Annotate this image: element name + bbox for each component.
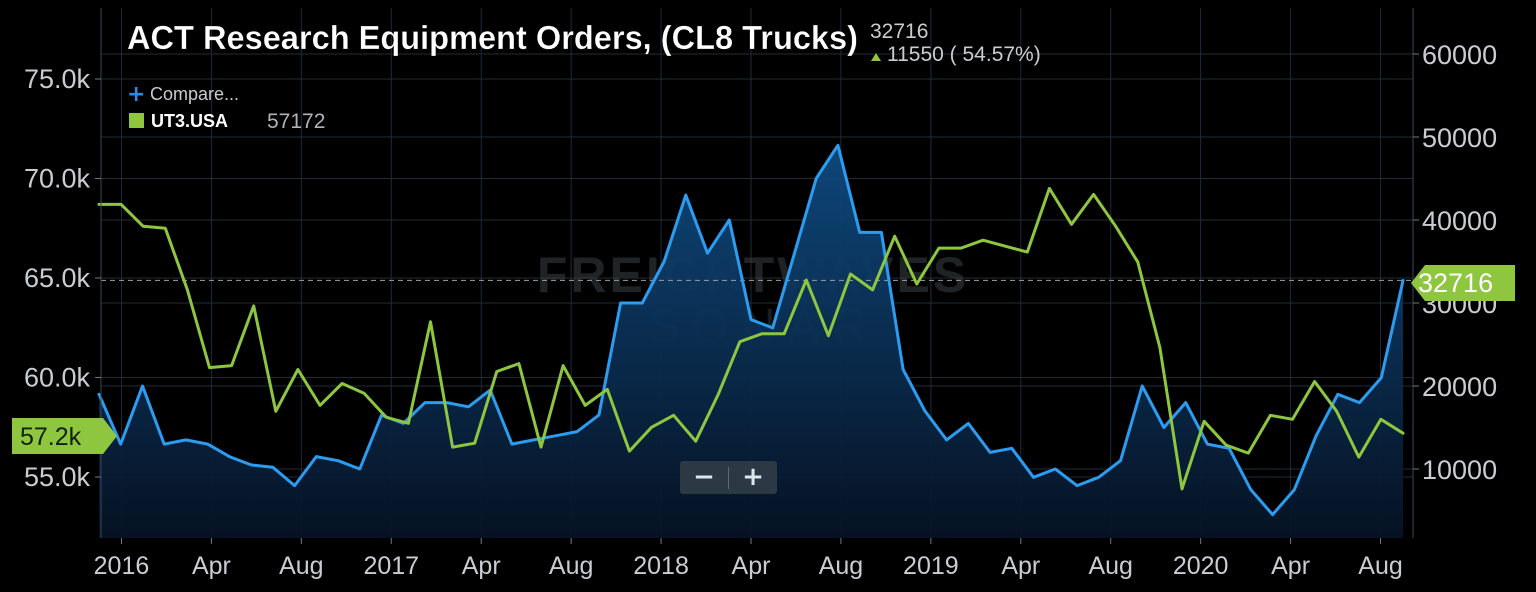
plus-icon[interactable]: + bbox=[127, 82, 145, 107]
left-tick-label: 70.0k bbox=[24, 164, 91, 194]
left-tick-label: 75.0k bbox=[24, 64, 91, 94]
x-tick-label: Apr bbox=[732, 552, 771, 580]
up-arrow-icon bbox=[871, 53, 881, 61]
series-lines bbox=[97, 143, 1405, 517]
x-tick-label: Aug bbox=[1088, 552, 1132, 580]
left-tick-label: 65.0k bbox=[24, 263, 91, 293]
zoom-out-button[interactable]: − bbox=[693, 462, 715, 492]
watermark-line1: FREIGHTWAVES bbox=[537, 247, 969, 303]
legend-swatch bbox=[129, 113, 144, 128]
x-tick-label: Apr bbox=[1001, 552, 1040, 580]
left-badge-text: 57.2k bbox=[20, 423, 82, 451]
zoom-in-button[interactable]: + bbox=[742, 462, 764, 492]
orders-area-fill bbox=[99, 145, 1403, 539]
zoom-control: − + bbox=[680, 461, 777, 494]
x-axis: 2016 Apr Aug 2017 Apr Aug 2018 Apr Aug 2019 Apr Aug… bbox=[94, 538, 1403, 580]
x-tick-label: Aug bbox=[279, 552, 323, 580]
compare-link[interactable]: Compare... bbox=[150, 84, 239, 104]
right-tick-label: 40000 bbox=[1422, 206, 1497, 236]
left-axis: 55.0k 60.0k 65.0k 70.0k 75.0k bbox=[24, 64, 101, 492]
right-tick-label: 20000 bbox=[1422, 372, 1497, 402]
x-tick-label: 2018 bbox=[633, 552, 689, 580]
x-tick-label: 2016 bbox=[94, 552, 150, 580]
right-badge-text: 32716 bbox=[1418, 268, 1493, 298]
right-tick-label: 10000 bbox=[1422, 455, 1497, 485]
legend-series-name[interactable]: UT3.USA bbox=[151, 111, 228, 131]
legend-series-value: 57172 bbox=[267, 110, 325, 133]
orders-area bbox=[99, 145, 1403, 539]
x-tick-label: Aug bbox=[1358, 552, 1402, 580]
x-tick-label: Apr bbox=[1271, 552, 1310, 580]
right-tick-label: 50000 bbox=[1422, 123, 1497, 153]
x-tick-label: Apr bbox=[462, 552, 501, 580]
x-tick-label: Apr bbox=[192, 552, 231, 580]
x-tick-label: Aug bbox=[549, 552, 593, 580]
left-tick-label: 60.0k bbox=[24, 363, 91, 393]
series-line-ut3-usa bbox=[97, 186, 1405, 491]
right-tick-label: 60000 bbox=[1422, 40, 1497, 70]
x-tick-label: 2017 bbox=[363, 552, 419, 580]
chart-title: ACT Research Equipment Orders, (CL8 Truc… bbox=[127, 19, 858, 56]
x-tick-label: 2019 bbox=[903, 552, 959, 580]
left-tick-label: 55.0k bbox=[24, 462, 91, 492]
x-tick-label: Aug bbox=[819, 552, 863, 580]
series-line-orders bbox=[97, 143, 1405, 517]
current-value: 32716 bbox=[870, 20, 928, 43]
zoom-divider bbox=[728, 466, 729, 489]
right-value-badge bbox=[1411, 265, 1515, 301]
change-value: 11550 ( 54.57%) bbox=[887, 43, 1041, 66]
left-value-badge bbox=[12, 418, 117, 454]
x-tick-label: 2020 bbox=[1173, 552, 1229, 580]
